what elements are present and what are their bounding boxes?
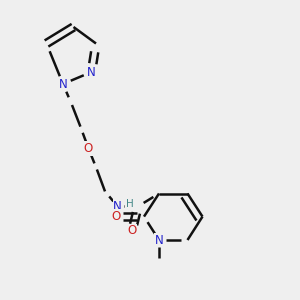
Text: N: N — [87, 65, 96, 79]
Text: N: N — [154, 233, 164, 247]
Text: O: O — [128, 224, 136, 238]
Text: O: O — [112, 210, 121, 223]
Text: H: H — [126, 199, 134, 209]
Text: O: O — [84, 142, 93, 155]
Text: N: N — [113, 200, 122, 213]
Text: N: N — [58, 77, 68, 91]
